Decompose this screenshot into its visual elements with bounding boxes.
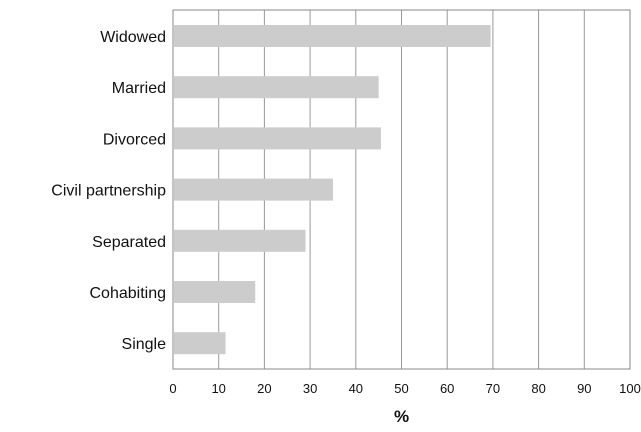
category-label: Single	[122, 336, 167, 353]
x-tick-labels: 0 10 20 30 40 50 60 70 80 90 100	[169, 381, 640, 396]
x-tick-label: 40	[349, 381, 363, 396]
x-tick-label: 0	[169, 381, 176, 396]
category-labels: Widowed Married Divorced Civil partnership S…	[51, 29, 166, 353]
bar	[174, 178, 333, 201]
x-tick-label: 70	[486, 381, 500, 396]
category-label: Widowed	[100, 29, 166, 46]
x-axis-title: %	[394, 407, 409, 426]
x-tick-label: 90	[577, 381, 591, 396]
category-label: Civil partnership	[51, 183, 166, 200]
plot-frame	[172, 9, 631, 370]
x-tick-label: 80	[531, 381, 545, 396]
grid-lines	[218, 10, 585, 369]
x-tick-label: 100	[619, 381, 641, 396]
bar	[174, 332, 226, 355]
bar	[174, 25, 491, 47]
x-tick-label: 60	[440, 381, 454, 396]
bar	[174, 127, 381, 150]
category-label: Married	[112, 80, 166, 97]
category-label: Divorced	[103, 131, 166, 148]
category-label: Separated	[92, 234, 166, 251]
x-tick-label: 50	[394, 381, 408, 396]
category-label: Cohabiting	[90, 285, 167, 302]
x-tick-label: 10	[211, 381, 225, 396]
bar	[174, 229, 306, 252]
bars	[174, 25, 491, 355]
x-tick-label: 30	[303, 381, 317, 396]
x-tick-label: 20	[257, 381, 271, 396]
bar	[174, 76, 379, 99]
bar	[174, 281, 256, 303]
